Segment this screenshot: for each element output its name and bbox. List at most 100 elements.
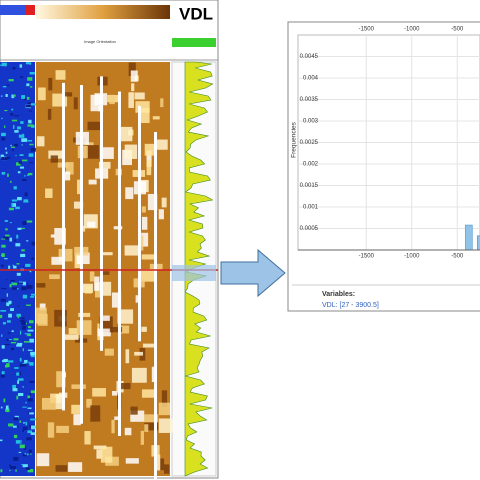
texture: [19, 371, 22, 376]
texture: [16, 344, 22, 347]
texture: [142, 343, 157, 348]
texture: [0, 469, 3, 473]
texture: [13, 124, 15, 129]
texture: [101, 315, 110, 321]
texture: [20, 253, 26, 258]
texture: [4, 109, 8, 112]
texture: [93, 445, 107, 450]
texture: [25, 401, 27, 404]
texture: [17, 393, 24, 397]
texture: [15, 440, 21, 444]
color-scale: [36, 5, 170, 19]
texture: [27, 398, 33, 402]
texture: [14, 130, 19, 133]
texture: [0, 374, 5, 378]
legend-swatch: [172, 38, 216, 47]
texture: [27, 326, 31, 329]
texture: [27, 77, 33, 81]
texture: [21, 364, 27, 367]
texture: [16, 234, 19, 239]
texture: [88, 179, 97, 185]
texture: [100, 76, 103, 351]
texture: [10, 144, 12, 147]
texture: [138, 105, 141, 342]
texture: [90, 405, 101, 422]
texture: [5, 405, 9, 410]
texture: [76, 179, 81, 195]
texture: [11, 347, 15, 351]
texture: [26, 437, 32, 441]
color-scale: [26, 5, 35, 15]
texture: [22, 348, 24, 352]
texture: [8, 339, 13, 341]
texture: [39, 303, 46, 311]
texture: [23, 98, 27, 101]
texture: [30, 453, 32, 455]
texture: [11, 119, 18, 122]
texture: [15, 469, 17, 472]
texture: [1, 288, 7, 290]
texture: [3, 236, 9, 240]
texture: [96, 449, 103, 459]
texture: [1, 137, 6, 141]
texture: [147, 193, 158, 211]
texture: [78, 312, 91, 317]
texture: [10, 341, 17, 344]
texture: [47, 108, 52, 120]
texture: [30, 86, 33, 88]
texture: [6, 320, 11, 323]
variables-heading: Variables:: [322, 291, 355, 298]
texture: [161, 197, 167, 208]
texture: [20, 121, 24, 124]
texture: [24, 453, 26, 455]
texture: [25, 263, 31, 267]
texture: [65, 162, 74, 175]
log-panel: Image Orientation VDL: [0, 0, 219, 480]
texture: [144, 422, 159, 431]
x-tick-label: -500: [451, 27, 464, 33]
texture: [25, 421, 27, 426]
texture: [37, 313, 48, 326]
texture: [29, 338, 34, 343]
log-title: VDL: [179, 4, 213, 23]
texture: [68, 462, 83, 472]
texture: [158, 418, 173, 433]
texture: [156, 454, 161, 471]
texture: [0, 95, 3, 97]
texture: [31, 257, 34, 261]
texture: [86, 142, 94, 146]
texture: [13, 186, 17, 190]
texture: [47, 422, 55, 438]
texture: [4, 220, 8, 222]
texture: [13, 434, 18, 439]
texture: [28, 110, 33, 112]
texture: [159, 458, 165, 471]
y-axis-label: Frequencies: [291, 121, 298, 158]
texture: [48, 77, 53, 91]
texture: [6, 363, 10, 368]
texture: [163, 464, 170, 474]
texture: [138, 108, 150, 124]
texture: [29, 320, 34, 324]
texture: [0, 154, 4, 159]
texture: [0, 264, 4, 267]
texture: [30, 418, 36, 421]
texture: [24, 333, 31, 335]
texture: [38, 87, 46, 101]
texture: [11, 199, 18, 202]
texture: [23, 426, 28, 430]
texture: [22, 406, 27, 408]
texture: [120, 126, 133, 142]
texture: [10, 279, 15, 282]
texture: [25, 304, 31, 306]
texture: [36, 453, 50, 467]
texture: [152, 116, 160, 120]
texture: [76, 252, 90, 265]
texture: [27, 407, 32, 409]
texture: [19, 330, 22, 335]
texture: [141, 389, 155, 398]
texture: [27, 172, 33, 176]
texture: [100, 446, 113, 463]
texture: [1, 334, 3, 337]
texture: [22, 221, 27, 225]
